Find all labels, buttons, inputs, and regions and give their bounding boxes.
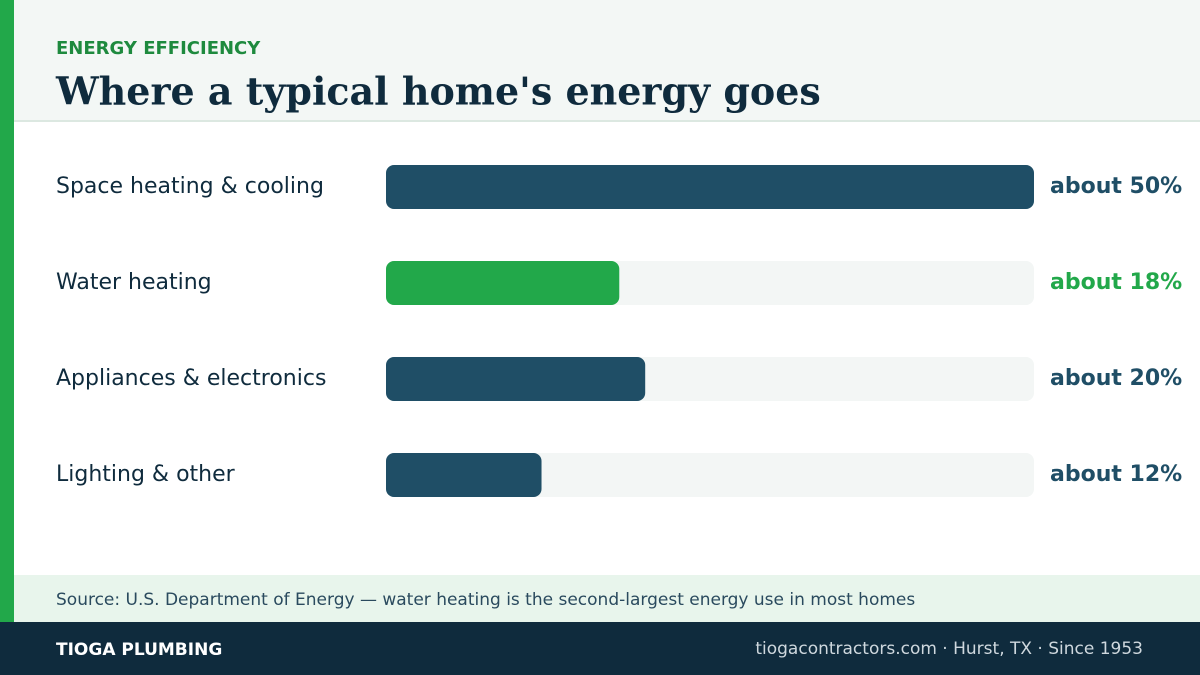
category-label: Space heating & cooling (56, 174, 324, 199)
source-band (14, 575, 1200, 622)
bar (386, 357, 646, 401)
bar (386, 453, 542, 497)
category-label: Lighting & other (56, 462, 236, 487)
category-label: Appliances & electronics (56, 366, 326, 391)
value-label: about 12% (1050, 462, 1182, 487)
value-label: about 18% (1050, 270, 1182, 295)
source-note: Source: U.S. Department of Energy — wate… (56, 590, 915, 610)
chart-title: Where a typical home's energy goes (55, 69, 821, 114)
footer-band (0, 622, 1200, 675)
value-label: about 20% (1050, 366, 1182, 391)
bar (386, 165, 1034, 209)
footer-info: tiogacontractors.com · Hurst, TX · Since… (755, 639, 1143, 659)
bar (386, 261, 620, 305)
category-label: Water heating (56, 270, 212, 295)
value-label: about 50% (1050, 174, 1182, 199)
accent-stripe (0, 0, 14, 622)
kicker: ENERGY EFFICIENCY (56, 38, 261, 59)
bar-track (386, 453, 1034, 497)
header-band (0, 0, 1200, 121)
footer-brand: TIOGA PLUMBING (56, 640, 222, 660)
